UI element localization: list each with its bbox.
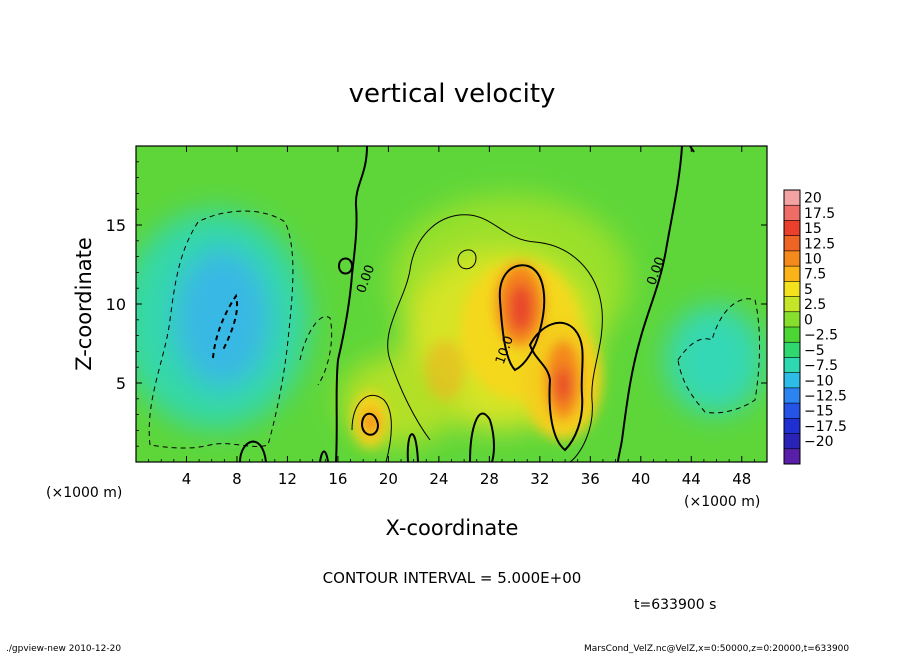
- colorbar-label: 7.5: [804, 267, 826, 283]
- contour-neg-left: [148, 210, 294, 449]
- contour-five-main: [387, 214, 603, 462]
- x-unit-label-left: (×1000 m): [46, 485, 122, 501]
- x-tick-label: 20: [379, 470, 398, 488]
- colorbar-swatch: [784, 372, 800, 389]
- colorbar-swatch: [784, 448, 800, 465]
- contour-five-hole: [457, 249, 477, 270]
- colorbar-swatch: [784, 387, 800, 404]
- colorbar-label: −15: [804, 404, 834, 420]
- colorbar-label: 5: [804, 282, 813, 298]
- contour-zero-left: [335, 146, 368, 462]
- colorbar-label: 12.5: [804, 236, 835, 252]
- colorbar-label: 15: [804, 221, 822, 237]
- y-axis-title: Z-coordinate: [72, 237, 96, 371]
- colorbar-label: 20: [804, 191, 822, 207]
- colorbar-swatch: [784, 281, 800, 298]
- footer-right: MarsCond_VelZ.nc@VelZ,x=0:50000,z=0:2000…: [584, 644, 849, 654]
- contour-zero-right: [617, 146, 683, 462]
- contours-zero: [239, 146, 695, 462]
- x-axis-ticks: 4 8 12 16 20 24 28 32 36 40 44 48: [148, 146, 755, 488]
- core-green-edge: [425, 340, 465, 400]
- contour-ten-second: [528, 321, 584, 452]
- colorbar-swatch: [784, 205, 800, 221]
- blob-left-core: [174, 248, 270, 388]
- contour-ten-main: [498, 264, 546, 372]
- blob-right-downdraft: [665, 305, 765, 415]
- x-tick-label: 4: [182, 470, 192, 488]
- colorbar-label: −5: [804, 343, 825, 359]
- core-red-main: [509, 284, 533, 332]
- colorbar-label: −20: [804, 434, 834, 450]
- contour-five-left: [351, 394, 392, 462]
- contours-negative: [148, 210, 761, 449]
- core-red-2: [555, 367, 571, 403]
- contour-ten-left: [360, 412, 380, 436]
- y-tick-label: 15: [106, 216, 126, 235]
- x-tick-label: 12: [278, 470, 297, 488]
- contour-interval-text: CONTOUR INTERVAL = 5.000E+00: [323, 569, 582, 587]
- y-tick-label: 5: [116, 374, 126, 393]
- contour-zero-bottom-4: [406, 433, 419, 462]
- x-tick-label: 48: [732, 470, 751, 488]
- x-unit-label-right: (×1000 m): [684, 494, 760, 510]
- contours-ten: [360, 264, 584, 452]
- x-tick-label: 44: [682, 470, 701, 488]
- x-tick-label: 24: [429, 470, 448, 488]
- colorbar-label: 2.5: [804, 297, 826, 313]
- contour-zero-bottom-3: [469, 412, 495, 462]
- colorbar-swatch: [784, 433, 800, 450]
- chart-title: vertical velocity: [349, 79, 556, 109]
- colorbar-swatch: [784, 266, 800, 282]
- contour-zero-bottom-2: [319, 450, 329, 462]
- x-tick-label: 40: [631, 470, 650, 488]
- x-axis-title: X-coordinate: [386, 516, 519, 540]
- colorbar-swatch: [784, 235, 800, 252]
- time-text: t=633900 s: [634, 597, 716, 613]
- colorbar-swatch: [784, 190, 800, 206]
- colorbar-swatch: [784, 357, 800, 374]
- colorbar-swatch: [784, 296, 800, 313]
- colorbar-label: −10: [804, 373, 834, 389]
- contour-neg-core: [212, 293, 238, 359]
- footer-left: ./gpview-new 2010-12-20: [6, 644, 121, 654]
- contours-positive-thin: [351, 214, 603, 462]
- colorbar-label: −12.5: [804, 389, 847, 405]
- x-tick-label: 28: [480, 470, 499, 488]
- colorbar-label: 0: [804, 312, 813, 328]
- colorbar-swatch: [784, 311, 800, 328]
- colorbar-label: −7.5: [804, 358, 838, 374]
- contour-neg-right: [677, 298, 761, 414]
- colorbar-swatch: [784, 403, 800, 419]
- x-tick-label: 36: [581, 470, 600, 488]
- contour-zero-bottom-1: [239, 440, 267, 462]
- colorbar-swatch: [784, 220, 800, 237]
- colorbar-label: 10: [804, 252, 822, 268]
- y-axis-ticks: 5 10 15: [106, 161, 767, 447]
- colorbar-swatch: [784, 327, 800, 343]
- plot-area: [136, 146, 767, 462]
- colorbar-label: −17.5: [804, 419, 847, 435]
- x-tick-label: 16: [328, 470, 347, 488]
- y-tick-label: 10: [106, 295, 126, 314]
- x-tick-label: 32: [530, 470, 549, 488]
- colorbar: 2017.51512.5107.552.50−2.5−5−7.5−10−12.5…: [783, 189, 847, 465]
- colorbar-label: 17.5: [804, 206, 835, 222]
- colorbar-swatch: [784, 250, 800, 267]
- colorbar-swatch: [784, 342, 800, 358]
- x-tick-label: 8: [232, 470, 242, 488]
- contour-zero-small: [337, 257, 354, 275]
- contour-neg-mid: [299, 316, 333, 386]
- colorbar-label: −2.5: [804, 328, 838, 344]
- contour-zero-top: [689, 146, 695, 153]
- colorbar-swatch: [784, 418, 800, 435]
